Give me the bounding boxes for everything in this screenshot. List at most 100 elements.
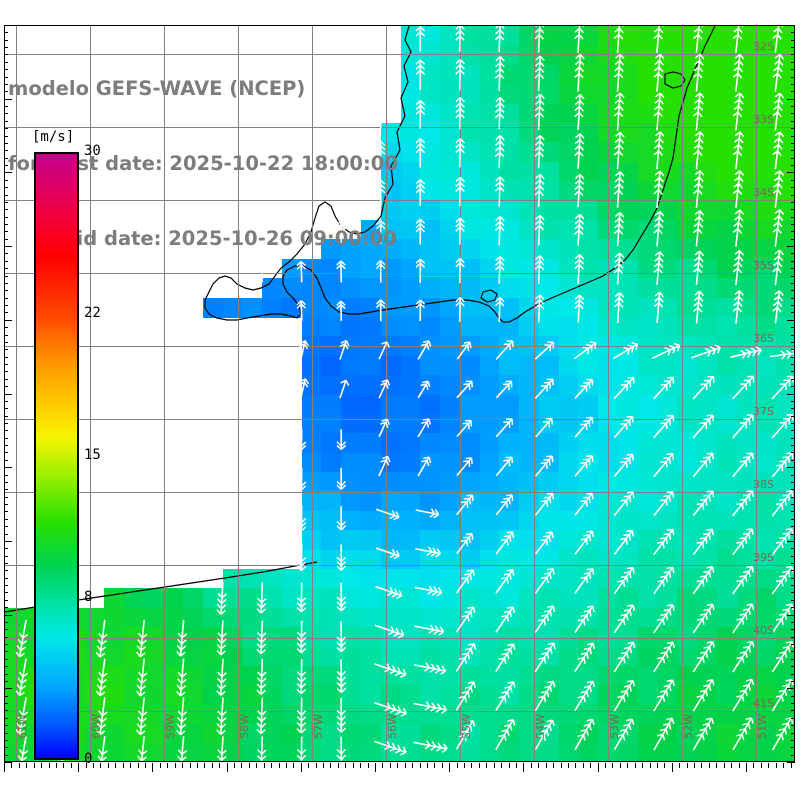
raster-cell bbox=[736, 122, 758, 144]
raster-cell bbox=[321, 297, 342, 318]
wind-arrow bbox=[256, 697, 267, 735]
colorbar-gradient bbox=[34, 152, 79, 760]
axis-tick bbox=[337, 763, 339, 768]
raster-cell bbox=[400, 239, 422, 260]
raster-cell bbox=[420, 64, 441, 85]
raster-cell bbox=[657, 181, 679, 202]
raster-cell bbox=[697, 297, 718, 318]
raster-cell bbox=[321, 316, 342, 338]
axis-tick bbox=[4, 445, 9, 447]
raster-cell bbox=[637, 161, 659, 182]
wind-arrow bbox=[653, 490, 675, 517]
axis-tick bbox=[790, 518, 795, 520]
raster-cell bbox=[420, 26, 441, 47]
wind-arrow bbox=[692, 375, 715, 400]
axis-tick bbox=[4, 341, 9, 343]
raster-cell bbox=[558, 181, 580, 202]
raster-cell bbox=[697, 219, 718, 241]
raster-cell bbox=[637, 26, 659, 47]
axis-tick bbox=[686, 763, 688, 768]
axis-tick bbox=[515, 763, 517, 768]
axis-tick bbox=[4, 548, 9, 550]
wind-arrow bbox=[692, 490, 715, 517]
raster-cell bbox=[420, 45, 441, 66]
raster-cell bbox=[538, 200, 560, 221]
raster-cell bbox=[499, 122, 520, 144]
raster-cell bbox=[380, 316, 402, 338]
wind-arrow bbox=[693, 92, 705, 131]
right-axis-ruler bbox=[787, 25, 795, 763]
raster-cell bbox=[776, 297, 794, 318]
raster-cell bbox=[440, 45, 461, 66]
lon-label-55W: 55W bbox=[460, 714, 473, 739]
raster-cell bbox=[440, 219, 461, 241]
axis-tick bbox=[790, 194, 795, 196]
axis-tick bbox=[790, 135, 795, 137]
wind-arrow bbox=[692, 414, 715, 439]
raster-cell bbox=[756, 316, 777, 338]
wind-arrow bbox=[455, 643, 477, 673]
raster-cell bbox=[756, 103, 777, 124]
raster-cell bbox=[440, 181, 461, 202]
axis-tick bbox=[18, 763, 20, 768]
axis-tick bbox=[790, 106, 795, 108]
axis-tick bbox=[4, 621, 9, 623]
axis-tick bbox=[4, 194, 9, 196]
raster-cell bbox=[479, 355, 501, 376]
lon-label-59W: 59W bbox=[164, 714, 177, 739]
raster-cell bbox=[736, 219, 758, 241]
axis-tick bbox=[4, 157, 9, 159]
wind-arrow bbox=[534, 294, 545, 323]
wind-arrow bbox=[296, 697, 307, 734]
axis-tick bbox=[538, 763, 540, 768]
axis-tick bbox=[4, 61, 9, 63]
axis-tick bbox=[70, 763, 72, 768]
raster-cell bbox=[736, 316, 758, 338]
axis-tick bbox=[300, 763, 302, 772]
axis-tick bbox=[4, 371, 9, 373]
raster-cell bbox=[578, 278, 600, 299]
axis-tick bbox=[790, 474, 795, 476]
axis-tick bbox=[352, 763, 354, 768]
raster-cell bbox=[538, 122, 560, 144]
lat-label-36S: 36S bbox=[753, 332, 774, 345]
raster-cell bbox=[558, 122, 580, 144]
wind-arrow bbox=[574, 492, 594, 516]
raster-cell bbox=[459, 122, 481, 144]
axis-tick bbox=[263, 763, 265, 768]
wind-arrow bbox=[296, 505, 307, 532]
axis-tick bbox=[4, 76, 9, 78]
raster-cell bbox=[538, 161, 560, 182]
colorbar: [m/s] 30 22 15 8 0 bbox=[32, 129, 101, 767]
raster-cell bbox=[716, 278, 738, 299]
wind-arrow bbox=[256, 620, 267, 655]
wind-arrow bbox=[653, 210, 665, 247]
wind-arrow bbox=[336, 621, 347, 653]
raster-cell bbox=[756, 297, 777, 318]
axis-tick bbox=[4, 599, 9, 601]
wind-arrow bbox=[653, 679, 675, 712]
axis-tick bbox=[790, 621, 795, 623]
axis-tick bbox=[790, 636, 795, 638]
raster-cell bbox=[756, 181, 777, 202]
wind-arrow bbox=[256, 736, 267, 761]
raster-cell bbox=[499, 297, 520, 318]
axis-tick bbox=[4, 128, 9, 130]
raster-cell bbox=[420, 219, 441, 241]
raster-cell bbox=[716, 26, 738, 47]
raster-cell bbox=[578, 181, 600, 202]
raster-cell bbox=[716, 181, 738, 202]
axis-tick bbox=[4, 400, 9, 402]
raster-cell bbox=[440, 142, 461, 163]
axis-tick bbox=[4, 334, 9, 336]
wind-arrow bbox=[534, 455, 554, 477]
wind-arrow bbox=[574, 718, 595, 751]
wind-arrow bbox=[534, 341, 555, 360]
axis-tick bbox=[671, 763, 673, 772]
wind-arrow bbox=[613, 529, 635, 555]
axis-tick bbox=[4, 297, 9, 299]
raster-cell bbox=[736, 64, 758, 85]
raster-cell bbox=[281, 278, 303, 299]
wind-arrow bbox=[692, 528, 715, 556]
axis-tick bbox=[308, 763, 310, 768]
